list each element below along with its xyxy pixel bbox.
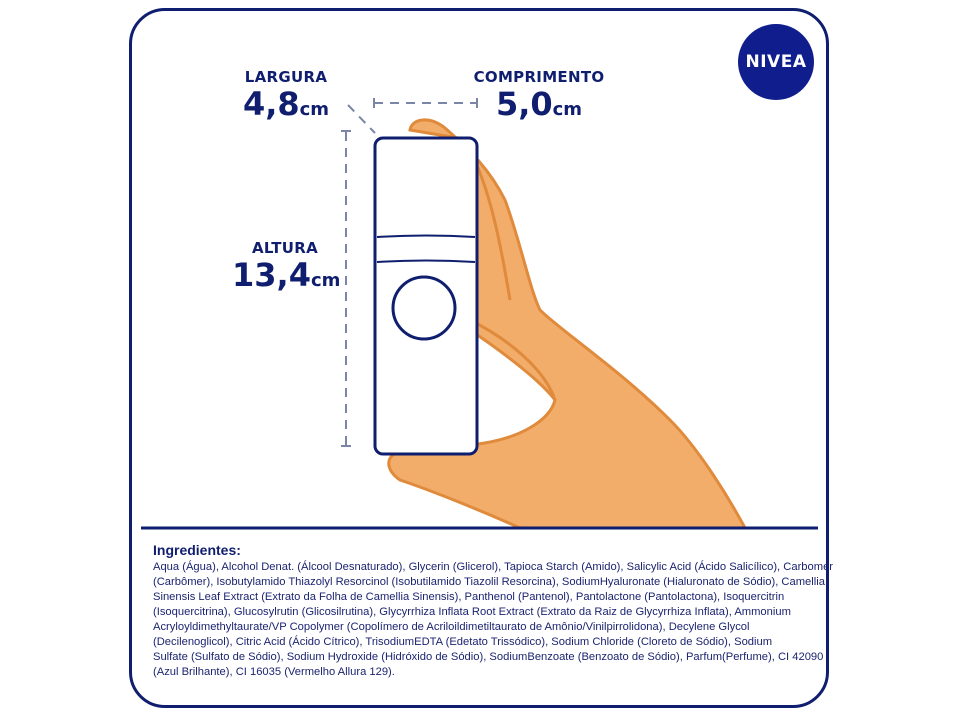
ingredients-line: (Decilenoglicol), Citric Acid (Ácido Cít…: [153, 636, 773, 648]
nivea-logo: NIVEA: [738, 24, 814, 100]
width-label: LARGURA: [244, 68, 328, 86]
length-value: 5,0: [495, 85, 553, 123]
width-value: 4,8: [242, 85, 300, 123]
ingredients-line: Sulfate (Sulfato de Sódio), Sodium Hydro…: [153, 651, 824, 663]
length-unit: cm: [552, 99, 583, 120]
length-label: COMPRIMENTO: [473, 68, 605, 86]
height-label: ALTURA: [251, 239, 319, 257]
logo-text: NIVEA: [745, 52, 807, 72]
ingredients-section: Ingredientes: Aqua (Água), Alcohol Denat…: [153, 542, 834, 680]
ingredients-line: Sinensis Leaf Extract (Extrato da Folha …: [153, 591, 785, 603]
width-unit: cm: [299, 99, 330, 120]
width-dimension: LARGURA 4,8cm: [240, 68, 332, 128]
ingredients-line: (Azul Brilhante), CI 16035 (Vermelho All…: [153, 666, 395, 678]
bottle-band-line: [376, 259, 476, 263]
width-dimension-line: [347, 104, 376, 134]
ingredients-line: Aqua (Água), Alcohol Denat. (Álcool Desn…: [153, 561, 834, 573]
ingredients-title: Ingredientes:: [153, 542, 241, 558]
height-unit: cm: [310, 270, 341, 291]
height-value: 13,4: [232, 256, 311, 294]
image-frame: [129, 8, 829, 708]
ingredients-line: (Carbômer), Isobutylamido Thiazolyl Reso…: [153, 576, 825, 588]
ingredients-line: Acryloyldimethyltaurate/VP Copolymer (Co…: [153, 621, 750, 633]
finger-line: [469, 318, 557, 401]
length-dimension: COMPRIMENTO 5,0cm: [472, 68, 606, 128]
ingredients-line: (Isoquercitrina), Glucosylrutin (Glicosi…: [153, 606, 791, 618]
bottle-logo-circle: [391, 275, 457, 341]
bottle-cap-line: [376, 234, 476, 238]
height-dimension: ALTURA 13,4cm: [232, 239, 341, 299]
